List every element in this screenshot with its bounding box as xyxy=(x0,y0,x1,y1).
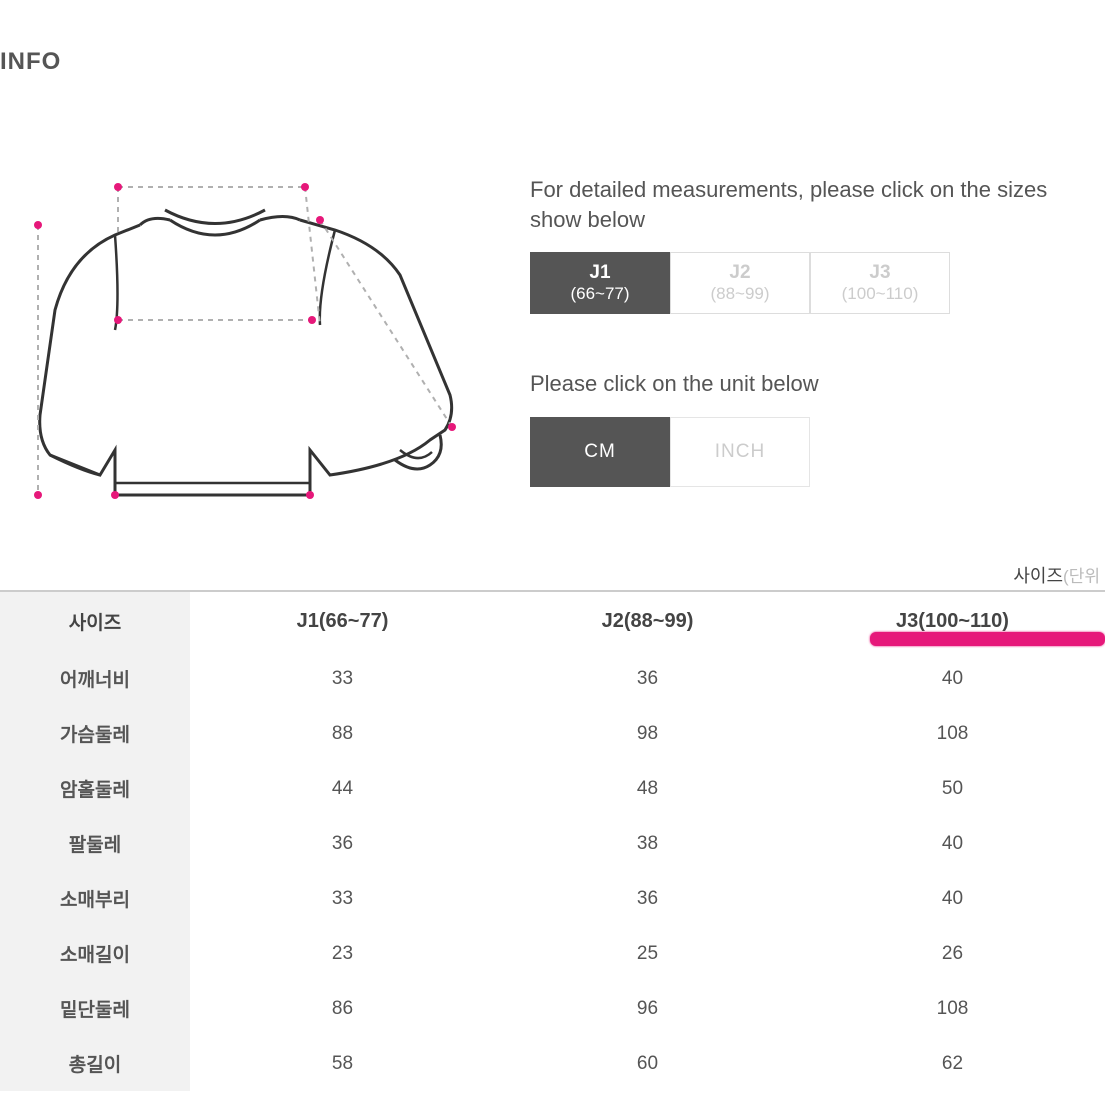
shirt-diagram-svg xyxy=(0,165,470,525)
table-row-header: 암홀둘레 xyxy=(0,761,190,816)
table-cell: 98 xyxy=(495,706,800,761)
table-row-header: 소매길이 xyxy=(0,926,190,981)
table-cell: 36 xyxy=(495,651,800,706)
table-cell: 44 xyxy=(190,761,495,816)
unit-button-cm[interactable]: CM xyxy=(530,417,670,487)
size-button-range: (100~110) xyxy=(842,284,919,304)
size-button-range: (66~77) xyxy=(570,284,629,304)
table-row: 어깨너비333640 xyxy=(0,651,1105,706)
table-cell: 38 xyxy=(495,816,800,871)
table-cell: 60 xyxy=(495,1036,800,1091)
table-cell: 58 xyxy=(190,1036,495,1091)
table-cell: 26 xyxy=(800,926,1105,981)
table-cell: 108 xyxy=(800,981,1105,1036)
table-cell: 36 xyxy=(190,816,495,871)
table-row: 암홀둘레444850 xyxy=(0,761,1105,816)
size-button-range: (88~99) xyxy=(710,284,769,304)
unit-button-inch[interactable]: INCH xyxy=(670,417,810,487)
top-area: For detailed measurements, please click … xyxy=(0,165,1095,525)
size-instruction: For detailed measurements, please click … xyxy=(530,175,1095,234)
table-row: 팔둘레363840 xyxy=(0,816,1105,871)
table-cell: 40 xyxy=(800,816,1105,871)
table-row: 소매길이232526 xyxy=(0,926,1105,981)
table-column-header: J1(66~77) xyxy=(190,591,495,651)
table-cell: 23 xyxy=(190,926,495,981)
table-cell: 50 xyxy=(800,761,1105,816)
table-row-header: 소매부리 xyxy=(0,871,190,926)
table-row: 가슴둘레8898108 xyxy=(0,706,1105,761)
table-row-header: 총길이 xyxy=(0,1036,190,1091)
table-cell: 96 xyxy=(495,981,800,1036)
table-cell: 36 xyxy=(495,871,800,926)
controls-column: For detailed measurements, please click … xyxy=(530,165,1095,525)
table-cell: 48 xyxy=(495,761,800,816)
size-button-label: J1 xyxy=(589,262,610,284)
table-row-header: 어깨너비 xyxy=(0,651,190,706)
table-cell: 88 xyxy=(190,706,495,761)
table-row-header: 팔둘레 xyxy=(0,816,190,871)
table-cell: 40 xyxy=(800,651,1105,706)
size-button-j2[interactable]: J2(88~99) xyxy=(670,252,810,314)
table-row-header: 밑단둘레 xyxy=(0,981,190,1036)
table-cell: 86 xyxy=(190,981,495,1036)
unit-instruction: Please click on the unit below xyxy=(530,369,1095,399)
table-caption-suffix: (단위 xyxy=(1063,567,1100,586)
table-row: 밑단둘레8696108 xyxy=(0,981,1105,1036)
table-row: 총길이586062 xyxy=(0,1036,1105,1091)
table-cell: 40 xyxy=(800,871,1105,926)
page-title: INFO xyxy=(0,48,61,76)
table-cell: 108 xyxy=(800,706,1105,761)
size-button-j1[interactable]: J1(66~77) xyxy=(530,252,670,314)
table-cell: 62 xyxy=(800,1036,1105,1091)
table-caption: 사이즈(단위 xyxy=(1013,562,1100,588)
table-row: 소매부리333640 xyxy=(0,871,1105,926)
table-row-header: 가슴둘레 xyxy=(0,706,190,761)
garment-diagram xyxy=(0,165,470,525)
size-button-row: J1(66~77)J2(88~99)J3(100~110) xyxy=(530,252,1095,314)
size-table: 사이즈J1(66~77)J2(88~99)J3(100~110) 어깨너비333… xyxy=(0,590,1105,1091)
highlight-marker xyxy=(870,632,1105,646)
size-button-label: J3 xyxy=(869,262,890,284)
table-cell: 33 xyxy=(190,651,495,706)
table-cell: 25 xyxy=(495,926,800,981)
size-button-label: J2 xyxy=(729,262,750,284)
unit-button-row: CMINCH xyxy=(530,417,1095,487)
table-corner-header: 사이즈 xyxy=(0,591,190,651)
table-caption-main: 사이즈 xyxy=(1013,566,1063,586)
table-cell: 33 xyxy=(190,871,495,926)
size-button-j3[interactable]: J3(100~110) xyxy=(810,252,950,314)
table-column-header: J2(88~99) xyxy=(495,591,800,651)
